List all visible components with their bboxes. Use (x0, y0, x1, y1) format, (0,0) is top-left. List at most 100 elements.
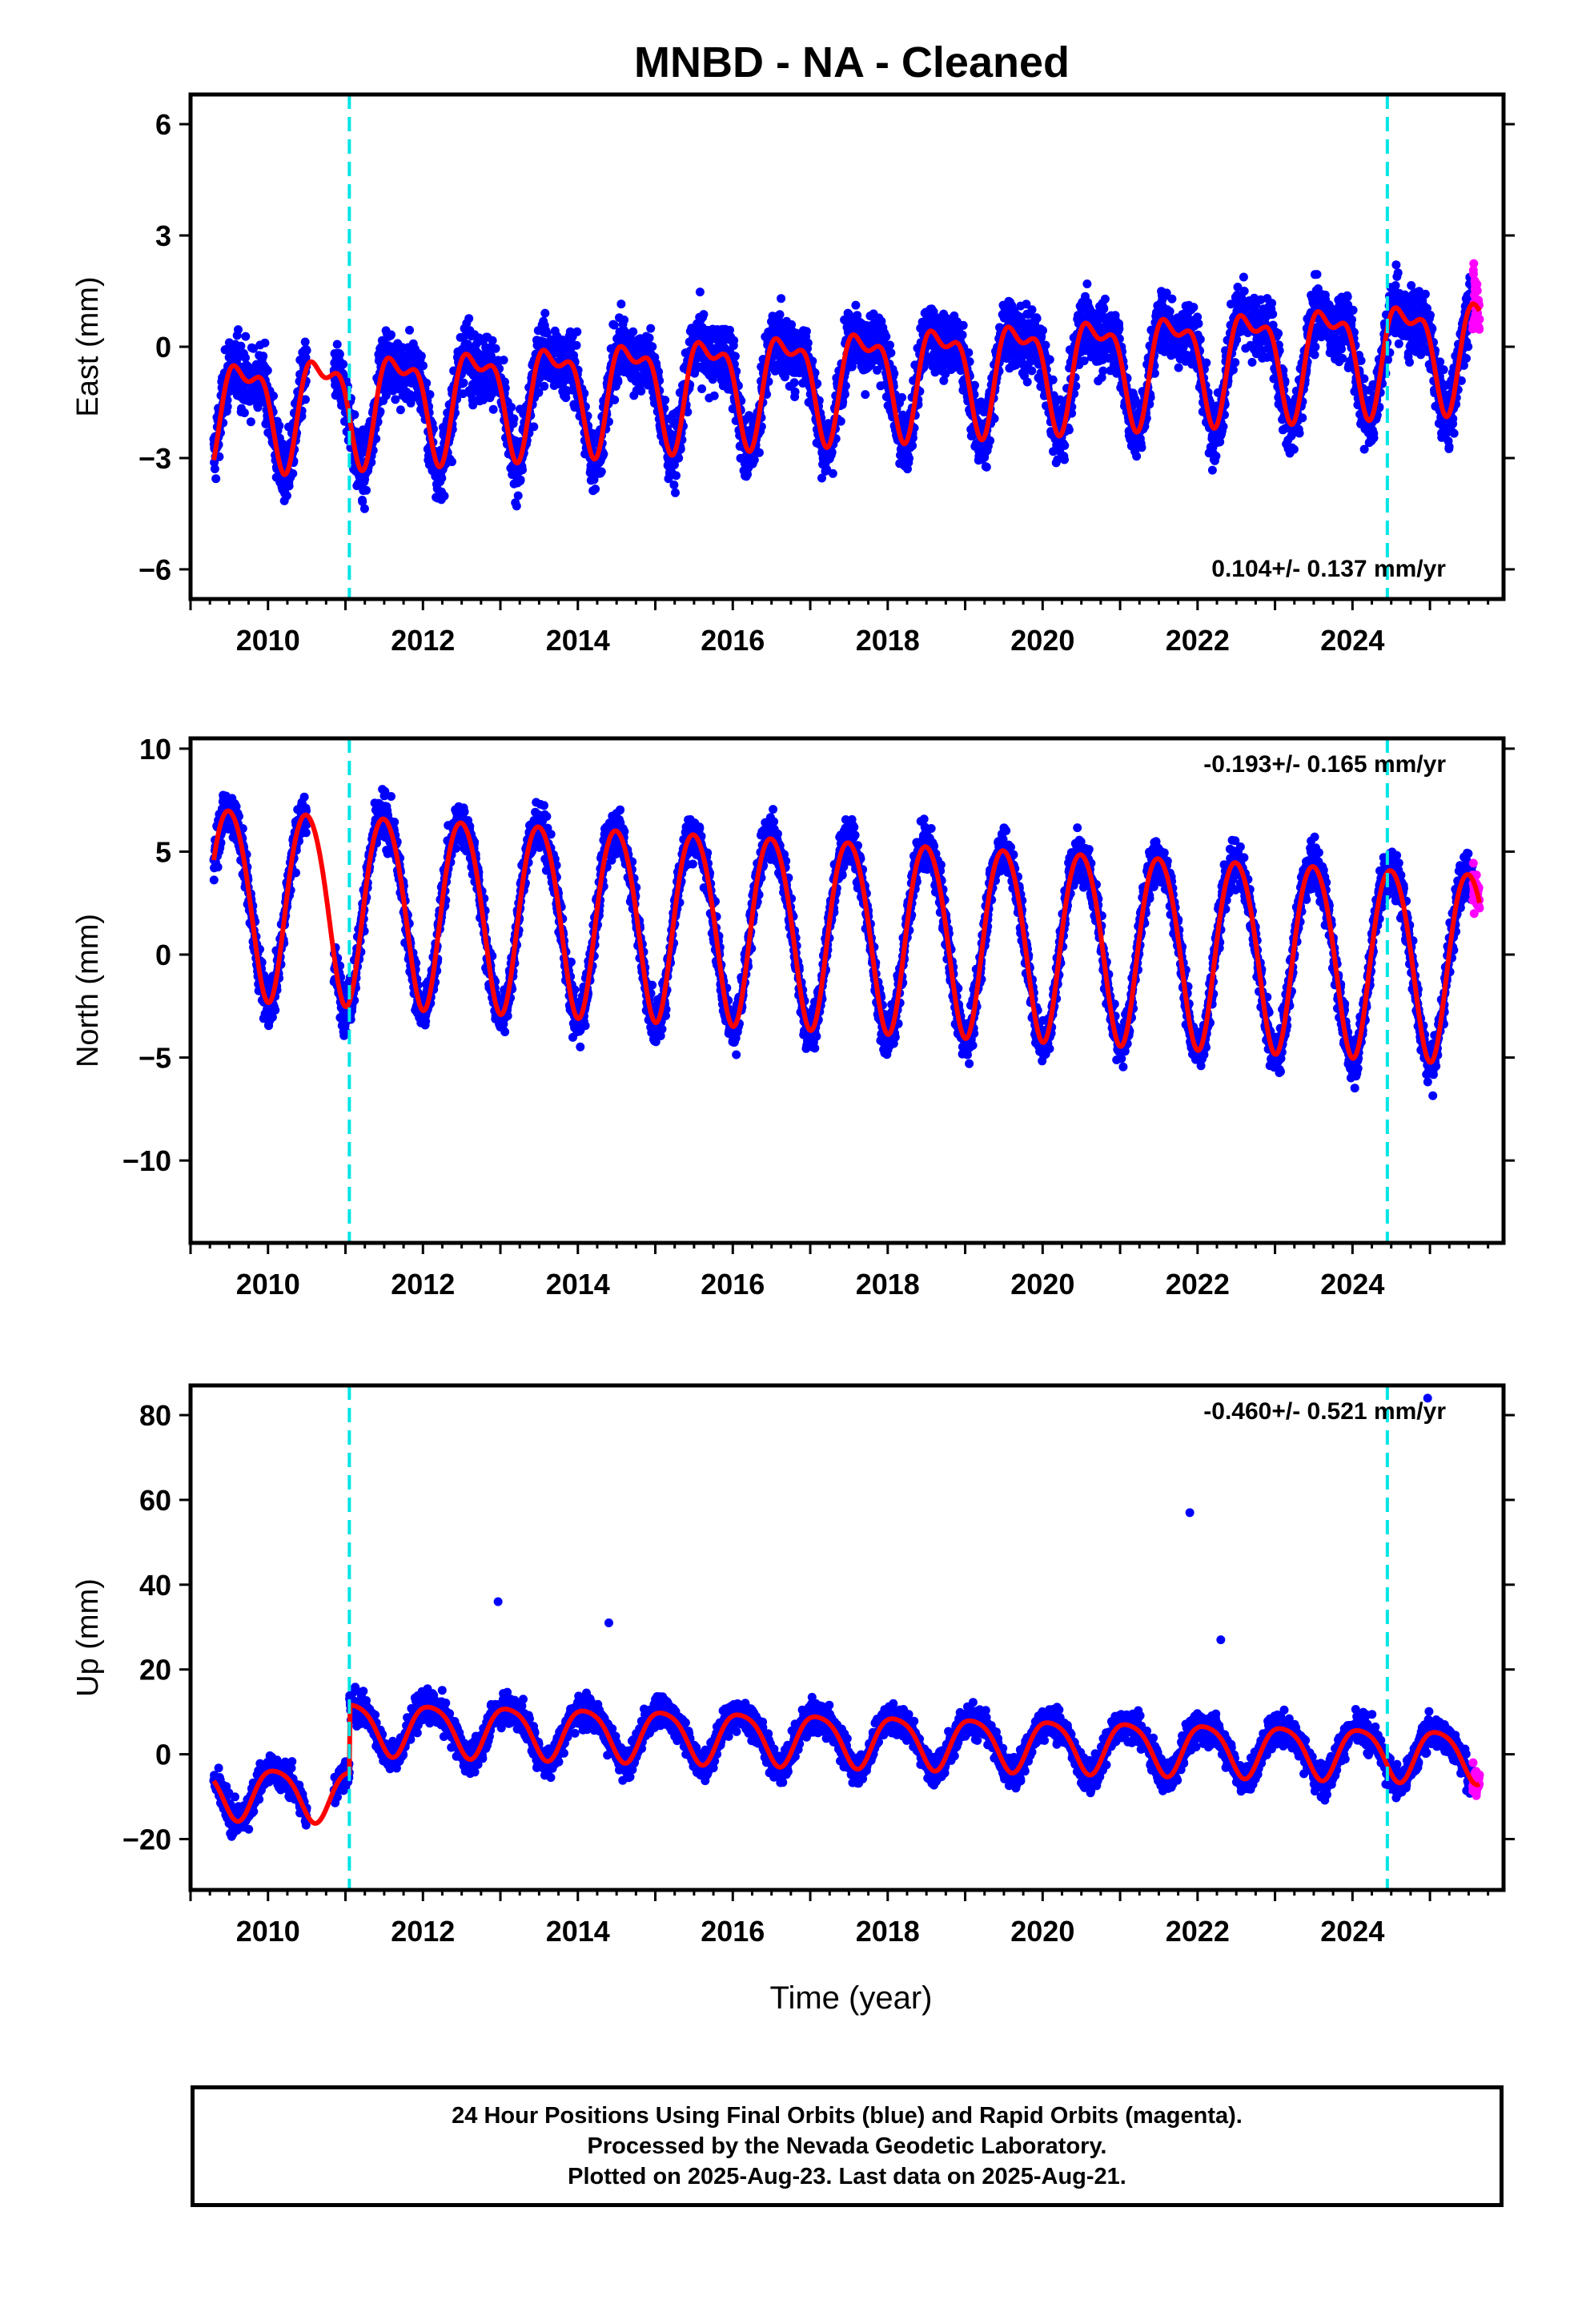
final-orbit-point (529, 422, 539, 432)
final-orbit-point (745, 411, 754, 420)
final-orbit-point (301, 353, 311, 363)
final-orbit-point (958, 320, 968, 330)
final-orbit-point (1268, 309, 1278, 319)
final-orbit-point (986, 436, 995, 445)
final-orbit-point (269, 391, 278, 400)
final-orbit-point (253, 403, 263, 412)
final-orbit-point (669, 480, 679, 489)
final-orbit-point (958, 330, 967, 340)
final-orbit-point (246, 417, 255, 427)
final-orbit-point (803, 338, 813, 348)
final-orbit-point (789, 378, 799, 388)
final-orbit-point (591, 485, 600, 494)
final-orbit-point (644, 333, 654, 343)
final-orbit-point (1060, 440, 1070, 450)
final-orbit-point (1247, 357, 1257, 367)
final-orbit-point (610, 395, 620, 404)
final-orbit-point (897, 392, 907, 402)
final-orbit-point (1048, 375, 1058, 384)
final-orbit-point (1194, 319, 1203, 328)
final-orbit-point (1114, 324, 1124, 334)
final-orbit-point (507, 403, 516, 412)
final-orbit-point (419, 361, 428, 371)
final-orbit-point (725, 325, 734, 335)
final-orbit-point (275, 421, 284, 431)
final-orbit-point (223, 402, 232, 412)
final-orbit-point (1211, 452, 1221, 460)
final-orbit-point (425, 390, 435, 400)
final-orbit-point (885, 340, 894, 350)
final-orbit-point (596, 467, 606, 476)
final-orbit-point (332, 340, 342, 349)
final-orbit-point (362, 485, 371, 495)
final-orbit-point (1219, 422, 1228, 432)
final-orbit-point (241, 353, 250, 363)
final-orbit-point (697, 384, 707, 393)
final-orbit-point (730, 352, 740, 361)
final-orbit-point (628, 327, 638, 336)
final-orbit-point (488, 336, 497, 345)
final-orbit-point (671, 488, 680, 497)
final-orbit-point (881, 332, 891, 341)
final-orbit-point (1228, 365, 1238, 375)
final-orbit-point (516, 475, 525, 485)
final-orbit-point (908, 441, 917, 451)
final-orbit-point (672, 471, 681, 480)
final-orbit-point (234, 325, 243, 335)
final-orbit-point (572, 327, 582, 336)
final-orbit-point (350, 410, 359, 420)
final-orbit-point (661, 396, 670, 405)
final-orbit-point (699, 310, 709, 320)
final-orbit-point (743, 469, 752, 479)
final-orbit-point (648, 342, 657, 352)
final-orbit-point (236, 341, 246, 351)
final-orbit-point (982, 462, 991, 472)
final-orbit-point (1231, 358, 1240, 368)
final-orbit-point (416, 352, 426, 361)
final-orbit-point (1174, 363, 1183, 372)
final-orbit-point (613, 377, 623, 387)
final-orbit-point (1289, 444, 1299, 454)
final-orbit-point (284, 481, 294, 491)
final-orbit-point (1137, 443, 1146, 452)
final-orbit-point (905, 453, 914, 463)
final-orbit-point (499, 356, 508, 365)
final-orbit-point (709, 391, 719, 400)
final-orbit-point (1027, 305, 1037, 315)
chart-title: MNBD - NA - Cleaned (634, 38, 1070, 86)
final-orbit-point (1239, 287, 1249, 296)
final-orbit-point (260, 338, 270, 348)
final-orbit-point (241, 332, 251, 341)
final-orbit-point (1045, 355, 1054, 364)
final-orbit-point (358, 497, 367, 506)
final-orbit-point (422, 378, 432, 388)
final-orbit-point (749, 455, 759, 464)
final-orbit-point (1100, 294, 1110, 304)
final-orbit-point (775, 310, 785, 320)
final-orbit-point (300, 337, 310, 347)
final-orbit-point (599, 449, 608, 459)
final-orbit-point (674, 453, 684, 463)
final-orbit-point (509, 414, 519, 424)
final-orbit-point (1267, 299, 1277, 308)
final-orbit-point (1099, 304, 1109, 314)
final-orbit-point (381, 391, 391, 400)
final-orbit-point (339, 360, 348, 369)
final-orbit-point (448, 457, 456, 467)
final-orbit-point (777, 294, 786, 304)
final-orbit-point (801, 327, 811, 336)
final-orbit-point (1189, 303, 1199, 312)
final-orbit-point (288, 468, 298, 478)
final-orbit-point (616, 300, 626, 309)
final-orbit-point (636, 386, 646, 396)
final-orbit-point (790, 387, 800, 396)
final-orbit-point (534, 388, 544, 397)
final-orbit-point (540, 308, 550, 318)
final-orbit-point (729, 336, 739, 345)
final-orbit-point (1202, 358, 1211, 368)
final-orbit-point (211, 474, 221, 484)
final-orbit-point (263, 366, 272, 376)
final-orbit-point (828, 468, 837, 478)
